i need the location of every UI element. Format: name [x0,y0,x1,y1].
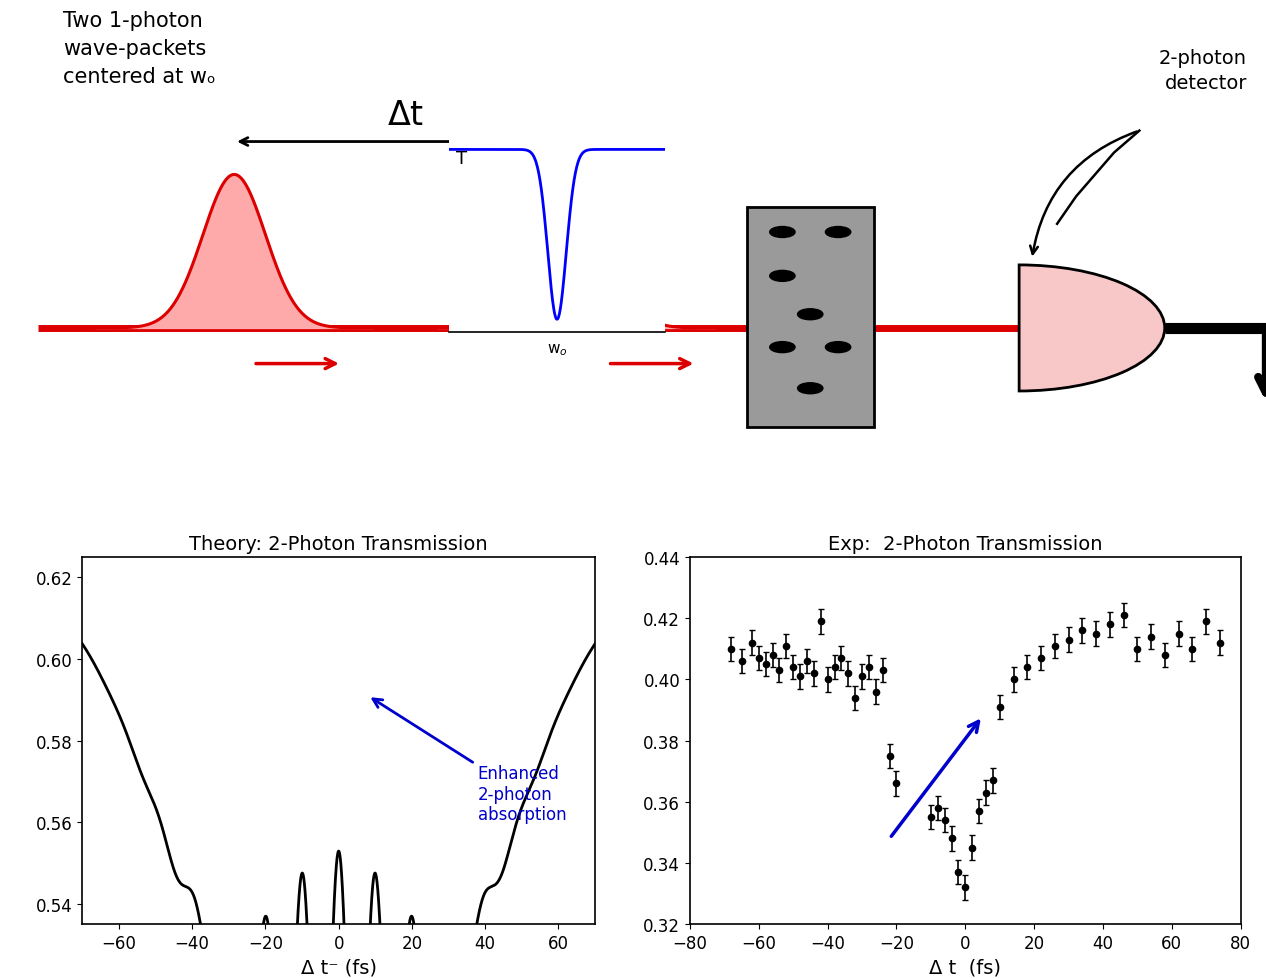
Circle shape [798,309,823,321]
Text: 2-photon
detector: 2-photon detector [1158,49,1247,93]
Circle shape [770,342,795,353]
Text: Two 1-photon
wave-packets
centered at wₒ: Two 1-photon wave-packets centered at wₒ [63,11,216,87]
Circle shape [825,342,851,353]
Title: Exp:  2-Photon Transmission: Exp: 2-Photon Transmission [828,534,1103,554]
X-axis label: Δ t  (fs): Δ t (fs) [929,957,1001,976]
Text: $\Delta$t: $\Delta$t [386,99,424,131]
Text: Enhanced
2-photon
absorption: Enhanced 2-photon absorption [373,699,566,823]
Wedge shape [1019,266,1165,391]
X-axis label: Δ t⁻ (fs): Δ t⁻ (fs) [300,957,377,976]
Title: Theory: 2-Photon Transmission: Theory: 2-Photon Transmission [190,534,487,554]
Text: T: T [456,151,467,168]
Circle shape [825,227,851,239]
Circle shape [770,227,795,239]
Bar [747,208,874,427]
Circle shape [770,271,795,282]
Circle shape [798,383,823,394]
